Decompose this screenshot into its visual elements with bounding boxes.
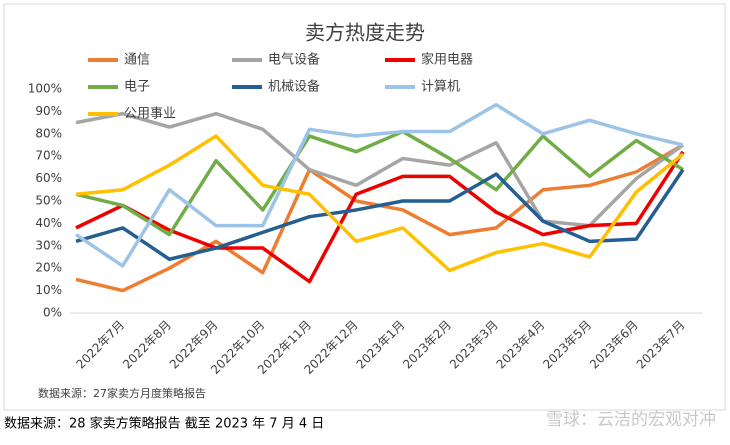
legend-label: 电子: [124, 80, 150, 95]
caption: 数据来源：28 家卖方策略报告 截至 2023 年 7 月 4 日: [4, 416, 324, 432]
series-line: [75, 129, 684, 237]
y-tick-label: 40%: [35, 216, 62, 230]
legend-label: 通信: [124, 53, 150, 68]
series-line: [75, 134, 685, 273]
series-line: [75, 168, 685, 261]
chart-title: 卖方热度走势: [305, 21, 425, 45]
y-tick-label: 30%: [35, 238, 62, 252]
legend-label: 电气设备: [268, 52, 320, 68]
y-tick-label: 80%: [35, 126, 62, 140]
legend-label: 计算机: [421, 80, 460, 95]
y-tick-label: 100%: [28, 82, 62, 96]
y-tick-label: 90%: [35, 104, 62, 118]
legend-label: 机械设备: [268, 79, 320, 95]
legend-label: 家用电器: [421, 52, 473, 68]
watermark: 雪球：云洁的宏观对冲: [546, 410, 716, 430]
series-line: [75, 102, 684, 268]
y-tick-label: 10%: [35, 283, 62, 297]
y-tick-label: 60%: [35, 171, 62, 185]
source-note: 数据来源：27家卖方月度策略报告: [38, 386, 206, 400]
y-tick-label: 0%: [43, 306, 62, 320]
series-line: [75, 111, 685, 228]
y-tick-label: 70%: [35, 149, 62, 163]
legend-label: 公用事业: [124, 107, 176, 122]
y-tick-label: 20%: [35, 261, 62, 275]
series-line: [75, 150, 685, 284]
y-tick-label: 50%: [35, 194, 62, 208]
